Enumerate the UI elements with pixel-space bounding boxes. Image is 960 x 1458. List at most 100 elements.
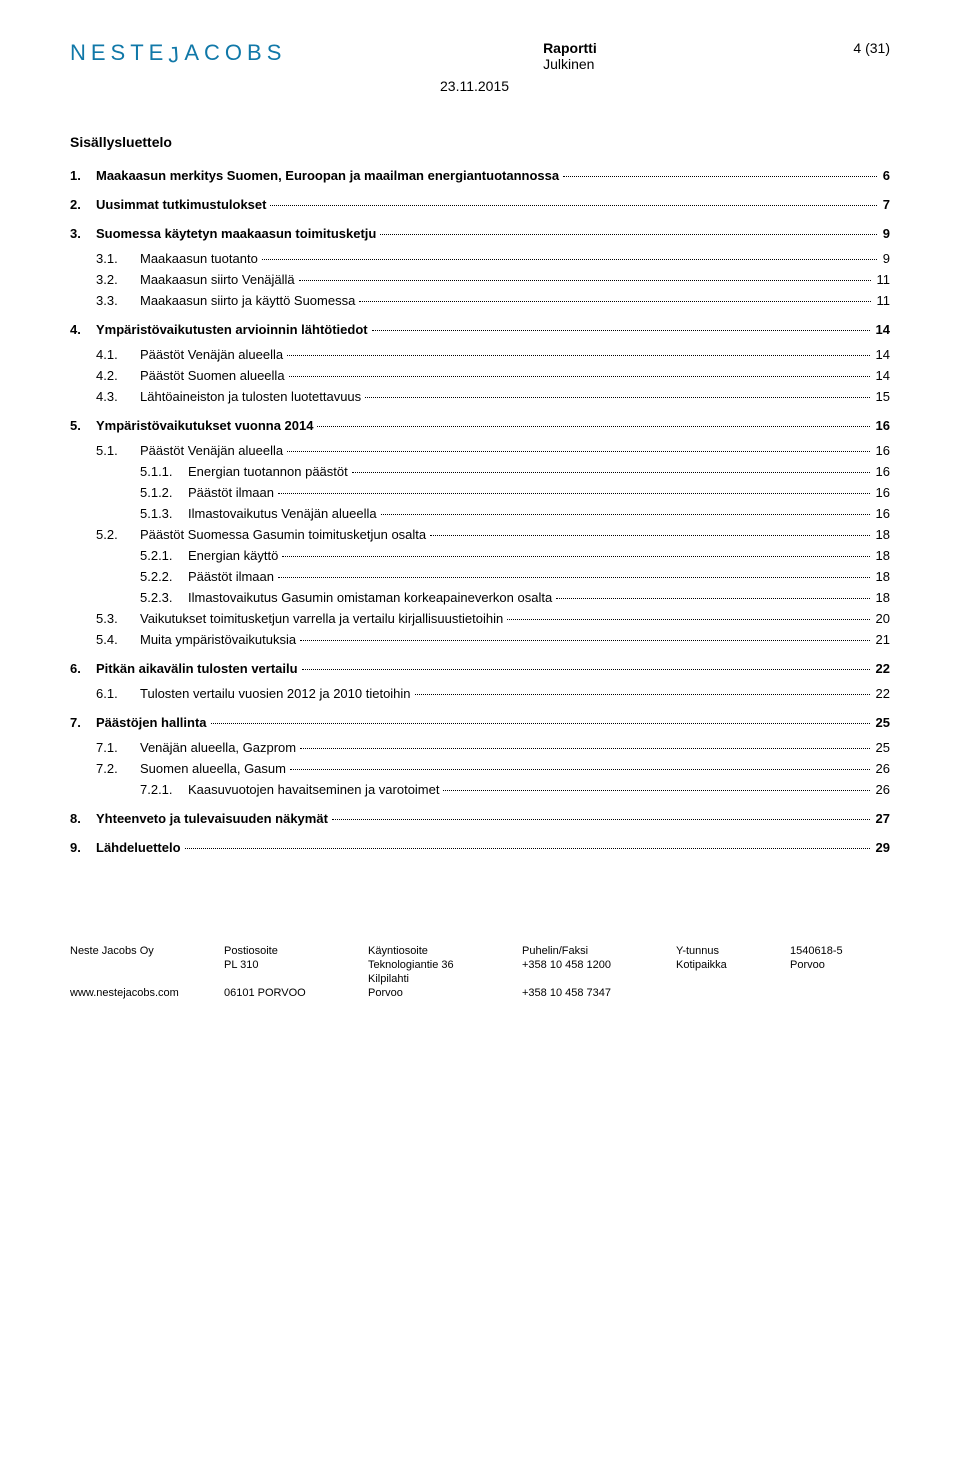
footer-yt-city: Porvoo [790,959,870,971]
footer-visit-1: Teknologiantie 36 [368,959,498,971]
toc-page: 9 [881,226,890,241]
toc-page: 16 [874,485,890,500]
toc-label: Lähdeluettelo [96,840,181,855]
toc-label: Ilmastovaikutus Venäjän alueella [188,506,377,521]
toc-entry[interactable]: 5.4.Muita ympäristövaikutuksia21 [96,632,890,647]
toc-label: Vaikutukset toimitusketjun varrella ja v… [140,611,503,626]
footer: Neste Jacobs Oy www.nestejacobs.com Post… [70,945,890,1001]
page-info: 4 (31) [853,40,890,56]
toc-label: Päästöt Venäjän alueella [140,347,283,362]
toc-number: 5.3. [96,611,140,626]
toc-entry[interactable]: 5.Ympäristövaikutukset vuonna 201416 [70,418,890,433]
toc-entry[interactable]: 7.2.Suomen alueella, Gasum26 [96,761,890,776]
toc-leader [278,493,870,494]
toc-page: 7 [881,197,890,212]
toc-page: 21 [874,632,890,647]
toc-number: 3.3. [96,293,140,308]
toc-entry[interactable]: 2.Uusimmat tutkimustulokset7 [70,197,890,212]
toc-number: 3. [70,226,96,241]
toc-page: 25 [874,715,890,730]
toc-entry[interactable]: 8.Yhteenveto ja tulevaisuuden näkymät27 [70,811,890,826]
toc-number: 5.1.3. [140,506,188,521]
toc-leader [211,723,870,724]
toc-entry[interactable]: 5.2.1.Energian käyttö18 [140,548,890,563]
toc-entry[interactable]: 6.1.Tulosten vertailu vuosien 2012 ja 20… [96,686,890,701]
report-title: Raportti [543,40,597,56]
toc-entry[interactable]: 5.1.Päästöt Venäjän alueella16 [96,443,890,458]
toc-label: Ilmastovaikutus Gasumin omistaman korkea… [188,590,552,605]
table-of-contents: 1.Maakaasun merkitys Suomen, Euroopan ja… [70,168,890,855]
toc-page: 14 [874,322,890,337]
footer-website[interactable]: www.nestejacobs.com [70,987,200,999]
toc-number: 5.2.3. [140,590,188,605]
toc-label: Kaasuvuotojen havaitseminen ja varotoime… [188,782,439,797]
toc-page: 16 [874,418,890,433]
toc-label: Päästöt Suomen alueella [140,368,285,383]
toc-leader [262,259,877,260]
footer-phone-1: +358 10 458 1200 [522,959,652,971]
toc-number: 5.1. [96,443,140,458]
toc-entry[interactable]: 9.Lähdeluettelo29 [70,840,890,855]
toc-entry[interactable]: 4.1.Päästöt Venäjän alueella14 [96,347,890,362]
toc-entry[interactable]: 5.3.Vaikutukset toimitusketjun varrella … [96,611,890,626]
toc-leader [302,669,870,670]
toc-number: 4.2. [96,368,140,383]
toc-page: 26 [874,782,890,797]
report-date: 23.11.2015 [440,78,890,94]
toc-leader [556,598,869,599]
toc-entry[interactable]: 3.Suomessa käytetyn maakaasun toimituske… [70,226,890,241]
toc-number: 7.1. [96,740,140,755]
toc-number: 4.1. [96,347,140,362]
toc-entry[interactable]: 7.1.Venäjän alueella, Gazprom25 [96,740,890,755]
toc-entry[interactable]: 3.3.Maakaasun siirto ja käyttö Suomessa1… [96,293,890,308]
toc-number: 2. [70,197,96,212]
toc-number: 5.2. [96,527,140,542]
toc-page: 6 [881,168,890,183]
toc-label: Päästöt Suomessa Gasumin toimitusketjun … [140,527,426,542]
toc-page: 18 [874,569,890,584]
toc-number: 5.1.2. [140,485,188,500]
toc-entry[interactable]: 7.Päästöjen hallinta25 [70,715,890,730]
toc-label: Suomen alueella, Gasum [140,761,286,776]
toc-entry[interactable]: 5.1.2.Päästöt ilmaan16 [140,485,890,500]
toc-label: Päästöt Venäjän alueella [140,443,283,458]
footer-phone-label: Puhelin/Faksi [522,945,652,957]
footer-yt-num: 1540618-5 [790,945,870,957]
toc-leader [443,790,869,791]
toc-page: 22 [874,661,890,676]
toc-entry[interactable]: 5.1.3.Ilmastovaikutus Venäjän alueella16 [140,506,890,521]
toc-leader [332,819,870,820]
toc-page: 20 [874,611,890,626]
footer-col-post: Postiosoite PL 310 06101 PORVOO [224,945,344,1001]
toc-leader [317,426,869,427]
toc-entry[interactable]: 3.1.Maakaasun tuotanto9 [96,251,890,266]
toc-leader [287,355,869,356]
toc-entry[interactable]: 4.Ympäristövaikutusten arvioinnin lähtöt… [70,322,890,337]
toc-leader [278,577,870,578]
report-subtitle: Julkinen [543,56,597,72]
toc-number: 6.1. [96,686,140,701]
toc-label: Yhteenveto ja tulevaisuuden näkymät [96,811,328,826]
toc-leader [185,848,870,849]
toc-entry[interactable]: 3.2.Maakaasun siirto Venäjällä11 [96,272,890,287]
toc-entry[interactable]: 5.2.Päästöt Suomessa Gasumin toimitusket… [96,527,890,542]
toc-leader [299,280,871,281]
toc-entry[interactable]: 7.2.1.Kaasuvuotojen havaitseminen ja var… [140,782,890,797]
toc-entry[interactable]: 5.2.3.Ilmastovaikutus Gasumin omistaman … [140,590,890,605]
toc-entry[interactable]: 4.3.Lähtöaineiston ja tulosten luotettav… [96,389,890,404]
toc-number: 5.2.1. [140,548,188,563]
toc-leader [287,451,869,452]
toc-entry[interactable]: 5.2.2.Päästöt ilmaan18 [140,569,890,584]
toc-page: 25 [874,740,890,755]
toc-entry[interactable]: 4.2.Päästöt Suomen alueella14 [96,368,890,383]
footer-yt-1: Kotipaikka [676,959,766,971]
toc-entry[interactable]: 5.1.1.Energian tuotannon päästöt16 [140,464,890,479]
toc-number: 5.2.2. [140,569,188,584]
toc-entry[interactable]: 1.Maakaasun merkitys Suomen, Euroopan ja… [70,168,890,183]
footer-col-yt: Y-tunnus Kotipaikka [676,945,766,1001]
toc-label: Maakaasun tuotanto [140,251,258,266]
header: NESTEJACOBS Raportti Julkinen 4 (31) [70,40,890,72]
footer-col-ytval: 1540618-5 Porvoo [790,945,870,1001]
toc-entry[interactable]: 6.Pitkän aikavälin tulosten vertailu22 [70,661,890,676]
toc-leader [359,301,870,302]
